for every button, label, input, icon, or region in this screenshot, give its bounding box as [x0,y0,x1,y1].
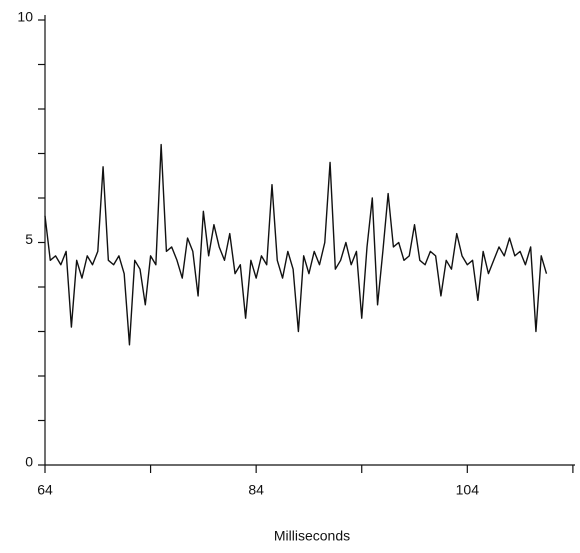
y-tick-label: 0 [25,454,33,470]
x-tick-label: 104 [456,482,480,498]
x-axis-label: Milliseconds [274,528,350,544]
signal-line [44,143,548,346]
x-tick-label: 64 [37,482,53,498]
y-tick-label: 10 [17,9,33,25]
x-tick-label: 84 [248,482,264,498]
y-tick-label: 5 [25,231,33,247]
